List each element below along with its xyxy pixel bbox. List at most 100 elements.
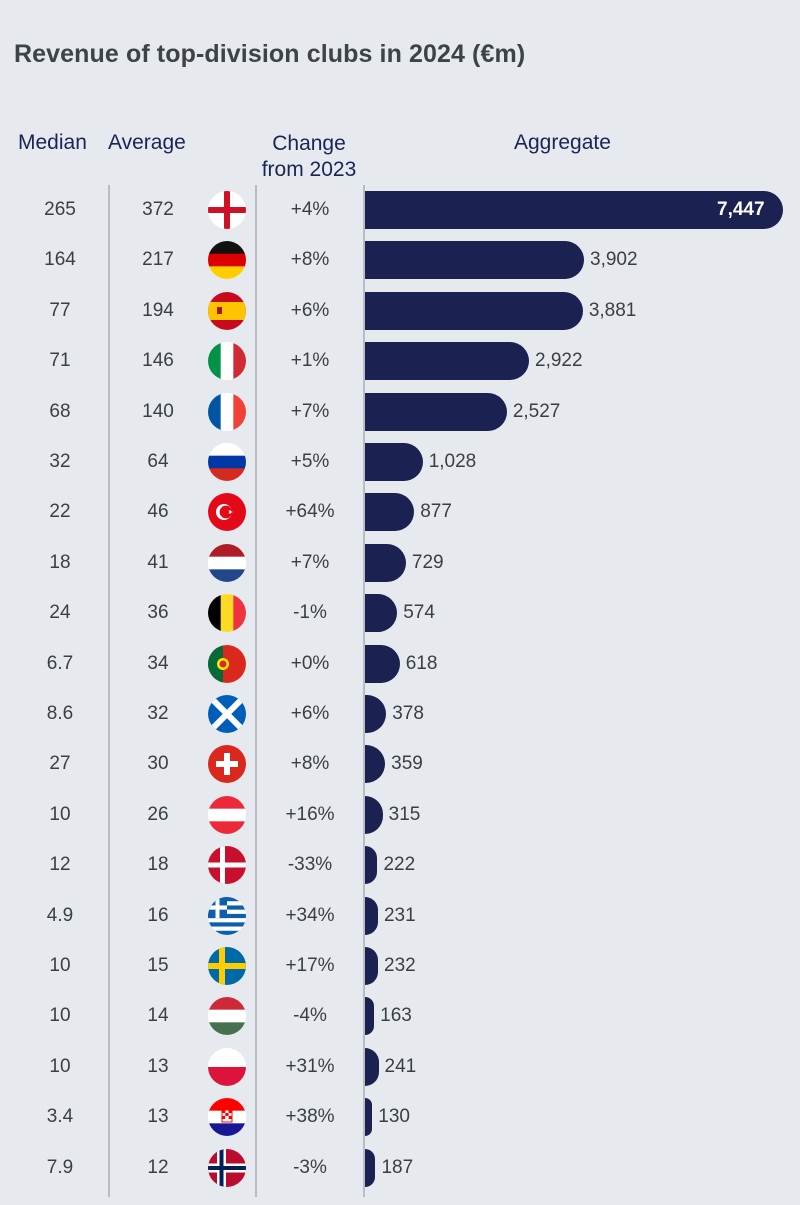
median-value: 10 [49, 1055, 71, 1077]
table-row: 4.9 16 +34% 231 [0, 891, 800, 941]
average-value: 18 [147, 854, 169, 876]
germany-flag-icon [208, 241, 246, 280]
median-value: 265 [44, 199, 76, 220]
median-value: 68 [49, 400, 71, 422]
average-value: 15 [147, 955, 169, 976]
median-value: 10 [49, 1005, 71, 1027]
aggregate-value-label: 3,881 [588, 299, 637, 321]
aggregate-bar [365, 997, 375, 1036]
table-row: 18 41 +7% 729 [0, 538, 800, 588]
average-value: 13 [147, 1106, 169, 1128]
average-value: 30 [147, 753, 169, 775]
median-value: 24 [49, 602, 71, 624]
column-divider [108, 185, 110, 1197]
average-value: 26 [147, 803, 169, 825]
aggregate-bar [365, 947, 379, 985]
aggregate-value-label: 574 [403, 602, 435, 624]
aggregate-value-label: 729 [411, 551, 444, 573]
turkey-flag-icon [208, 493, 246, 532]
table-row: 10 26 +16% 315 [0, 790, 800, 840]
average-value: 140 [142, 400, 174, 422]
median-value: 164 [44, 249, 76, 271]
table-row: 8.6 32 +6% 378 [0, 689, 800, 739]
change-value: +5% [290, 451, 330, 472]
aggregate-bar [365, 191, 783, 229]
change-value: +8% [290, 249, 330, 271]
median-value: 10 [49, 955, 71, 976]
aggregate-value-label: 241 [384, 1055, 417, 1077]
poland-flag-icon [208, 1047, 246, 1086]
median-value: 6.7 [46, 652, 74, 674]
column-divider [363, 185, 365, 1197]
change-value: +16% [285, 803, 335, 825]
netherlands-flag-icon [208, 543, 246, 582]
header-average: Average [108, 131, 186, 154]
average-value: 41 [147, 551, 169, 573]
change-value: +8% [290, 753, 330, 775]
russia-flag-icon [208, 443, 246, 481]
aggregate-value-label: 1,028 [428, 451, 477, 472]
change-value: +7% [290, 551, 330, 573]
change-value: +34% [285, 904, 335, 926]
table-row: 22 46 +64% 877 [0, 487, 800, 537]
aggregate-value-label: 359 [391, 753, 423, 775]
change-value: +4% [290, 199, 330, 220]
table-row: 68 140 +7% 2,527 [0, 387, 800, 437]
switzerland-flag-icon [208, 745, 246, 784]
aggregate-bar [365, 241, 585, 280]
aggregate-bar [365, 543, 406, 582]
aggregate-bar [365, 594, 398, 633]
aggregate-value-label: 231 [383, 904, 416, 926]
median-value: 32 [49, 451, 71, 472]
average-value: 36 [147, 602, 169, 624]
table-row: 164 217 +8% 3,902 [0, 235, 800, 285]
median-value: 3.4 [46, 1106, 74, 1128]
aggregate-value-label: 378 [392, 703, 424, 724]
aggregate-bar [365, 291, 583, 330]
austria-flag-icon [208, 795, 246, 834]
median-value: 27 [49, 753, 71, 775]
average-value: 13 [147, 1055, 169, 1077]
column-divider [255, 185, 257, 1197]
change-value: +38% [285, 1106, 335, 1128]
greece-flag-icon [208, 896, 246, 935]
table-row: 10 15 +17% 232 [0, 941, 800, 991]
change-value: -3% [293, 1156, 327, 1178]
table-row: 6.7 34 +0% 618 [0, 639, 800, 689]
change-value: +64% [285, 501, 335, 523]
aggregate-value-label: 877 [420, 501, 452, 523]
aggregate-bar [365, 896, 378, 935]
aggregate-value-label: 618 [405, 652, 438, 674]
table-row: 7.9 12 -3% 187 [0, 1143, 800, 1193]
aggregate-value-label: 315 [388, 803, 421, 825]
median-value: 4.9 [46, 904, 74, 926]
aggregate-bar [365, 695, 387, 733]
aggregate-bar [365, 1047, 379, 1086]
aggregate-value-label: 130 [378, 1106, 410, 1128]
aggregate-bar [365, 846, 378, 885]
chart-title: Revenue of top-division clubs in 2024 (€… [14, 40, 526, 68]
median-value: 8.6 [46, 703, 74, 724]
aggregate-value-label: 2,922 [535, 350, 583, 372]
table-row: 12 18 -33% 222 [0, 840, 800, 890]
header-change-line1: Change [272, 132, 346, 155]
table-row: 32 64 +5% 1,028 [0, 437, 800, 487]
change-value: +31% [285, 1055, 335, 1077]
change-value: +6% [290, 299, 330, 321]
scotland-flag-icon [208, 695, 246, 733]
france-flag-icon [208, 392, 246, 431]
aggregate-value-label: 222 [383, 854, 416, 876]
median-value: 7.9 [46, 1156, 74, 1178]
average-value: 12 [147, 1156, 169, 1178]
average-value: 372 [142, 199, 174, 220]
average-value: 34 [147, 652, 169, 674]
aggregate-bar [365, 644, 400, 683]
aggregate-bar [365, 795, 383, 834]
aggregate-value-label: 3,902 [590, 249, 638, 271]
table-row: 265 372 +4% 7,447 [0, 185, 800, 235]
average-value: 217 [142, 249, 174, 271]
average-value: 14 [147, 1005, 169, 1027]
header-aggregate: Aggregate [514, 131, 611, 154]
change-value: -4% [293, 1005, 327, 1027]
table-row: 3.4 13 +38% 130 [0, 1092, 800, 1142]
